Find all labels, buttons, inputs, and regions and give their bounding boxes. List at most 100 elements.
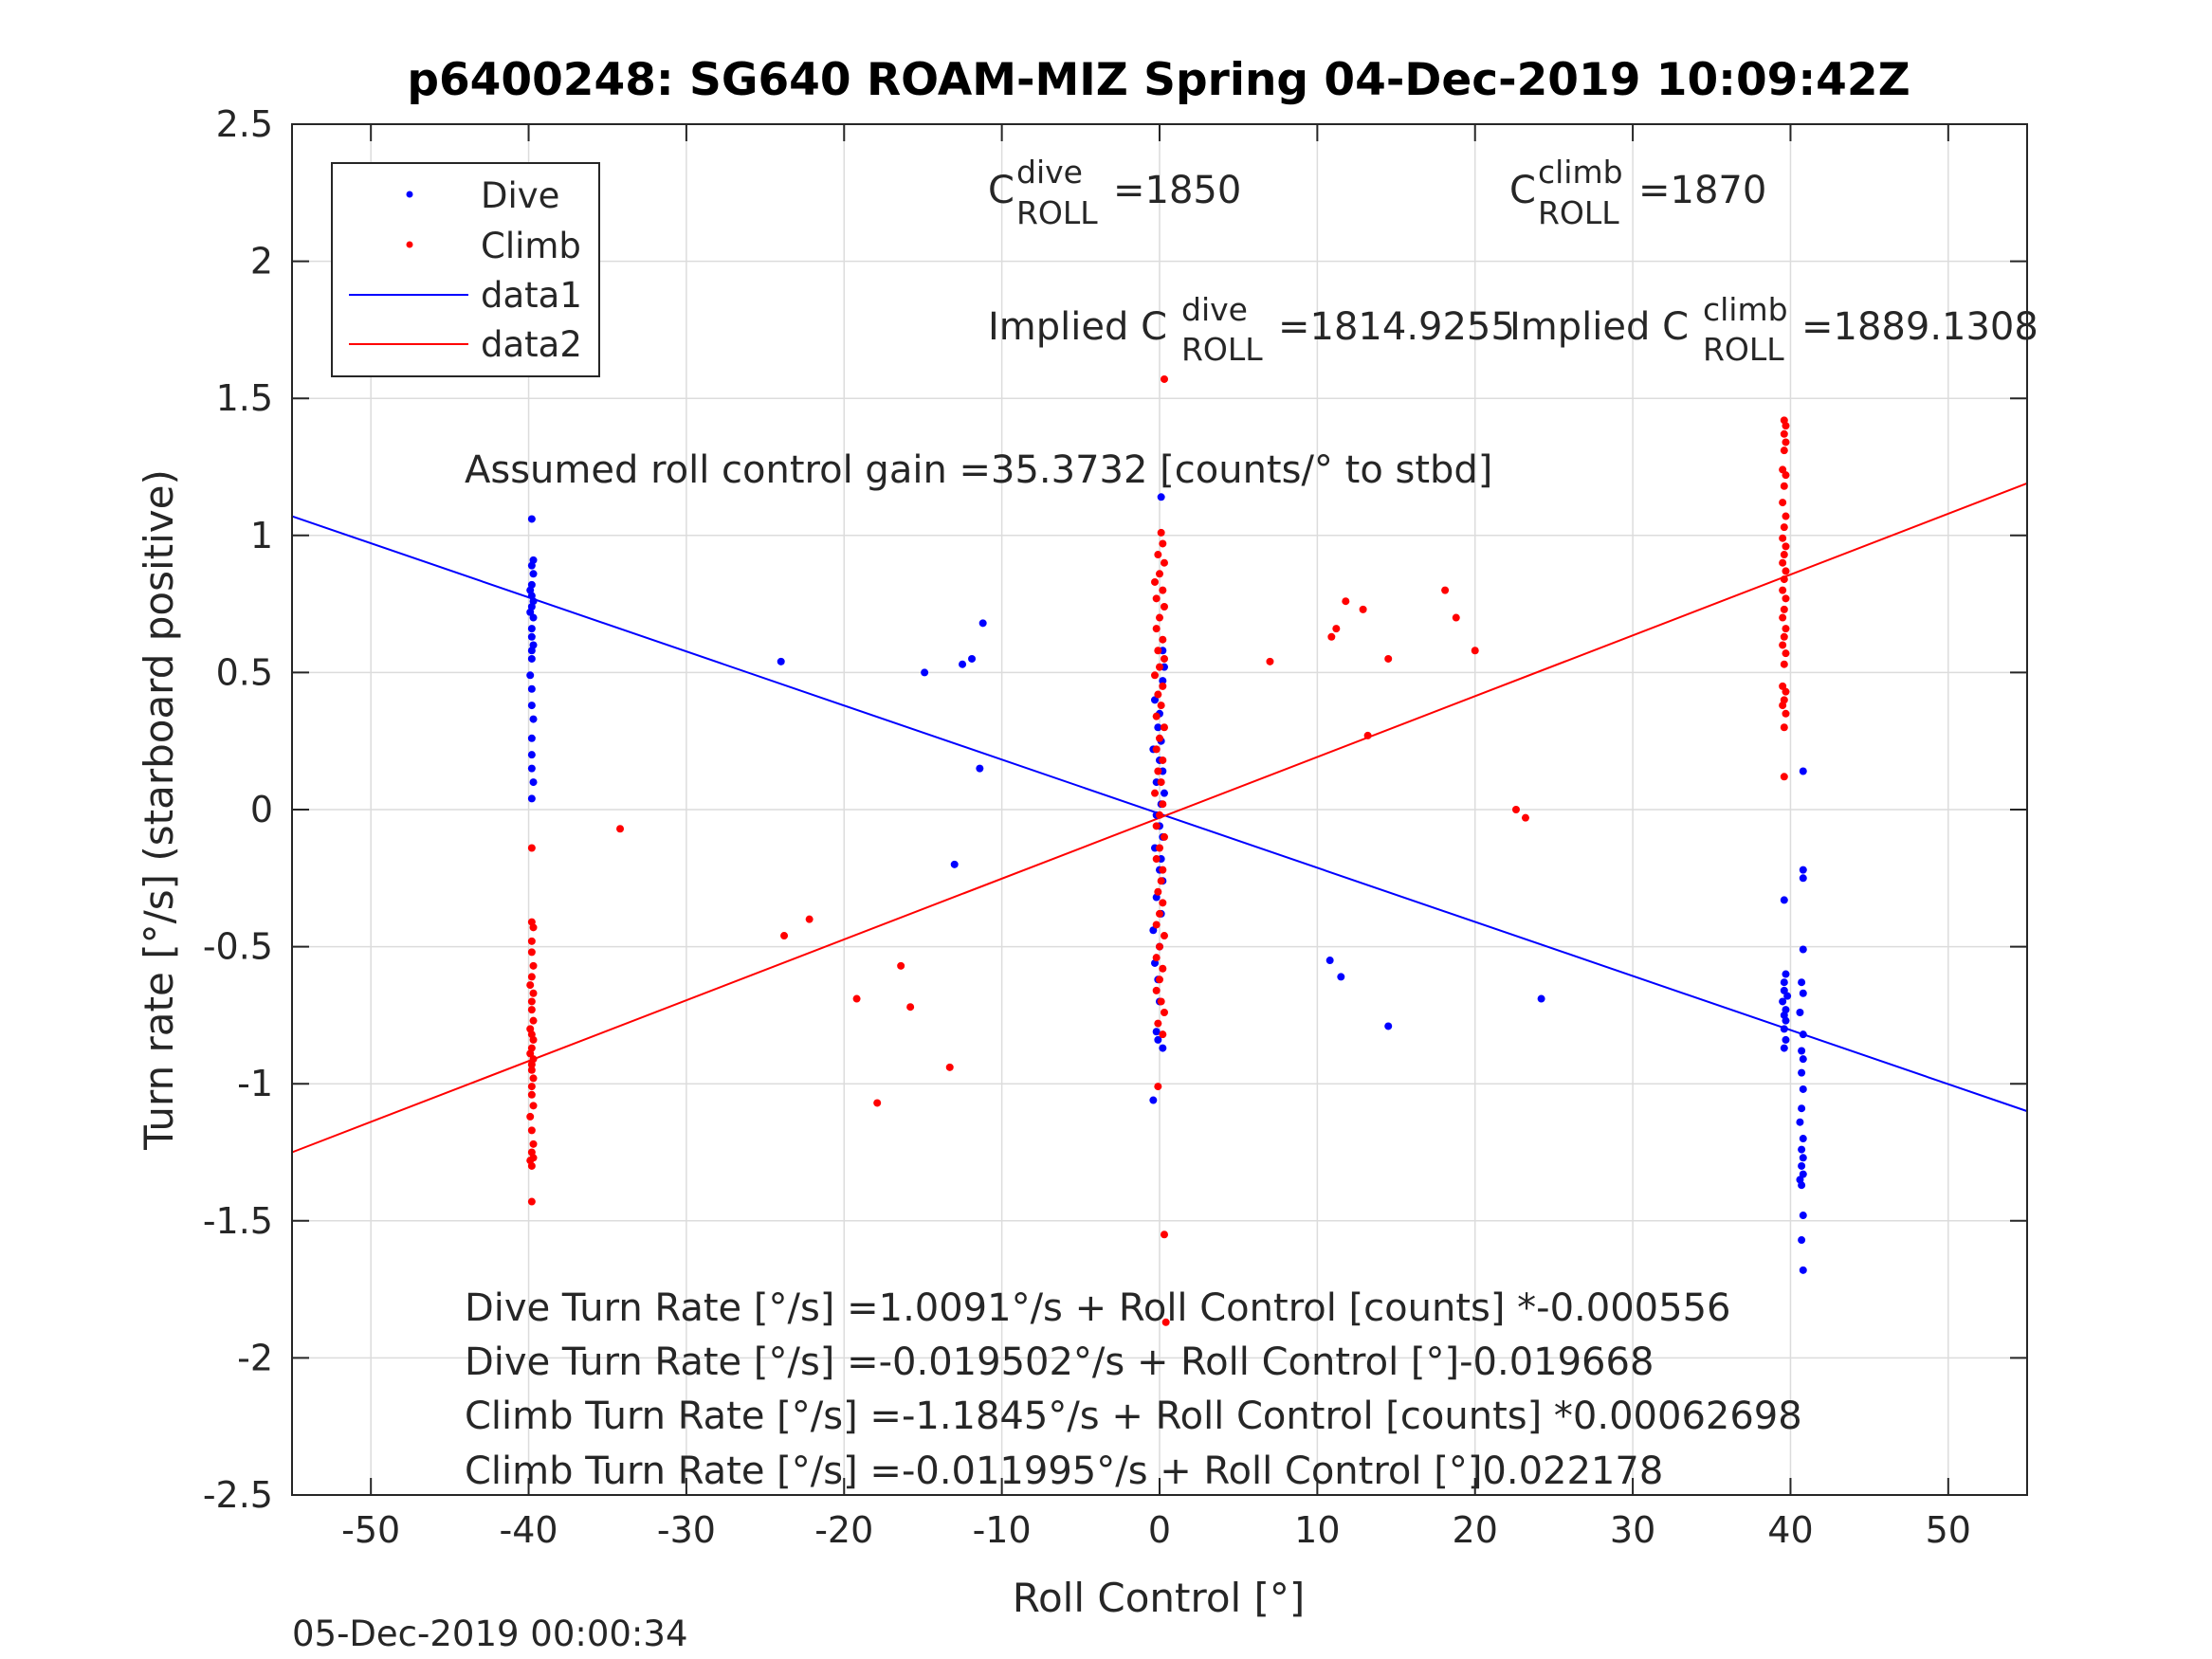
climb-point [873,1099,882,1107]
climb-point [897,961,905,970]
dive-point [1783,992,1792,1000]
climb-point [1160,374,1168,383]
x-tick-label: -20 [814,1509,873,1551]
climb-point [1159,1030,1167,1039]
climb-point [526,1049,535,1058]
dive-point [1799,989,1807,997]
dive-point [529,570,538,578]
dive-point [529,613,538,622]
dive-point [1325,957,1334,965]
dive-point [950,860,959,868]
climb-point [1342,597,1350,606]
x-tick-label: -10 [973,1509,1032,1551]
climb-point [1156,844,1163,852]
dive-point [527,561,536,570]
climb-point [1780,429,1788,438]
y-tick-label: 2 [250,241,273,283]
dive-point [1149,1096,1158,1104]
climb-point [1779,499,1787,507]
gain-annotation: Assumed roll control gain =35.3732 [coun… [465,448,1492,492]
climb-point [1159,682,1167,690]
dive-equation-counts: Dive Turn Rate [°/s] =1.0091°/s + Roll C… [465,1286,1730,1330]
climb-point [529,1139,538,1148]
y-tick-label: 1 [250,515,273,556]
dive-point [1160,789,1168,797]
y-tick-label: 0.5 [216,651,273,693]
climb-point [1159,756,1167,764]
climb-point [1154,690,1162,699]
climb-point [526,981,535,990]
c-climb-value: =1870 [1638,169,1766,212]
climb-point [527,844,536,852]
c-climb-label: C [1509,169,1536,212]
dive-point [1798,1145,1806,1154]
climb-point [1782,709,1790,718]
dive-point [527,684,536,693]
x-tick-label: 50 [1926,1509,1971,1551]
climb-point [1327,632,1336,641]
dive-point [527,515,536,523]
dive-point [527,751,536,759]
climb-point [1152,986,1161,994]
dive-point [527,702,536,710]
implied-dive-sup: dive [1181,291,1248,328]
climb-point [1780,482,1788,490]
y-tick-label: 1.5 [216,377,273,419]
dive-point [1799,874,1807,883]
y-tick-label: 2.5 [216,103,273,145]
climb-point [1779,558,1787,567]
legend-box [331,162,600,377]
implied-climb-annotation: Implied C climb ROLL =1889.1308 [1509,291,2038,368]
timestamp: 05-Dec-2019 00:00:34 [292,1613,687,1654]
climb-point [1152,822,1161,830]
climb-point [1157,877,1165,885]
climb-point [1152,921,1161,929]
dive-point [1799,767,1807,775]
dive-point [1154,723,1162,732]
dive-point [529,778,538,787]
c-climb-sub: ROLL [1538,194,1619,231]
axis-ticks: -50 -40 -30 -20 -10 0 10 20 30 40 50-2.5-2-1.5-1-0… [203,103,2027,1551]
dive-point [1782,1016,1790,1025]
legend-climb-label: Climb [481,226,581,266]
dive-point [1796,1009,1804,1017]
dive-point [527,764,536,773]
climb-point [1154,1083,1162,1091]
climb-point [1156,734,1163,742]
dive-point [529,715,538,723]
dive-point [1337,973,1345,981]
climb-point [852,994,861,1003]
dive-point [1157,493,1165,501]
y-tick-label: -1.5 [203,1200,273,1242]
dive-point [1779,997,1787,1006]
climb-equation-counts: Climb Turn Rate [°/s] =-1.1845°/s + Roll… [465,1395,1802,1438]
climb-point [1160,1231,1168,1239]
climb-point [1332,625,1341,633]
climb-point [1160,602,1168,611]
climb-point [1782,471,1790,480]
climb-point [1152,855,1161,864]
dive-point [1780,1025,1788,1033]
dive-point [527,625,536,633]
climb-point [1156,570,1163,578]
climb-point [1160,723,1168,732]
y-tick-label: -2.5 [203,1474,273,1516]
c-dive-annotation: C dive ROLL =1850 [988,154,1241,231]
dive-point [968,654,977,663]
climb-point [529,923,538,932]
climb-point [1782,542,1790,551]
dive-point [1151,696,1160,704]
climb-point [1779,586,1787,594]
dive-point [527,632,536,641]
climb-point [1156,942,1163,951]
climb-point [1154,887,1162,896]
c-dive-sub: ROLL [1016,194,1098,231]
climb-point [1782,567,1790,575]
dive-point [921,668,929,677]
climb-point [1154,1019,1162,1028]
c-dive-value: =1850 [1113,169,1241,212]
climb-point [527,937,536,945]
dive-point [978,619,987,628]
climb-point [1157,702,1165,710]
climb-point [1782,512,1790,520]
